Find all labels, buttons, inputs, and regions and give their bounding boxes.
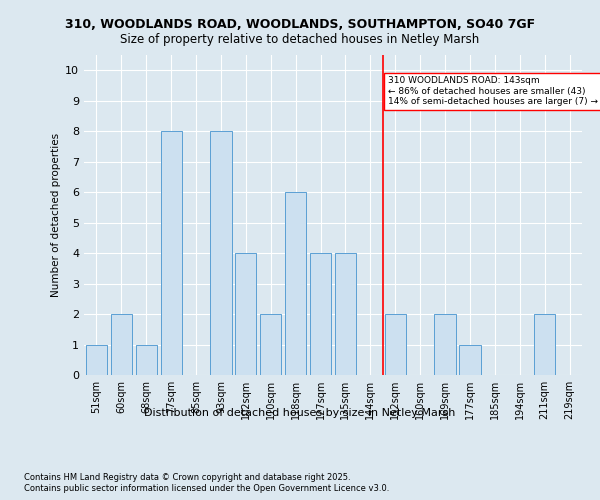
Bar xyxy=(385,314,406,375)
Bar xyxy=(260,314,281,375)
Bar xyxy=(161,131,182,375)
Bar xyxy=(86,344,107,375)
Bar xyxy=(235,253,256,375)
Text: Size of property relative to detached houses in Netley Marsh: Size of property relative to detached ho… xyxy=(121,32,479,46)
Bar xyxy=(111,314,132,375)
Text: Contains public sector information licensed under the Open Government Licence v3: Contains public sector information licen… xyxy=(24,484,389,493)
Bar xyxy=(335,253,356,375)
Y-axis label: Number of detached properties: Number of detached properties xyxy=(51,133,61,297)
Bar xyxy=(534,314,555,375)
Bar xyxy=(434,314,455,375)
Bar xyxy=(285,192,306,375)
Bar xyxy=(310,253,331,375)
Text: 310, WOODLANDS ROAD, WOODLANDS, SOUTHAMPTON, SO40 7GF: 310, WOODLANDS ROAD, WOODLANDS, SOUTHAMP… xyxy=(65,18,535,30)
Text: Contains HM Land Registry data © Crown copyright and database right 2025.: Contains HM Land Registry data © Crown c… xyxy=(24,472,350,482)
Text: 310 WOODLANDS ROAD: 143sqm
← 86% of detached houses are smaller (43)
14% of semi: 310 WOODLANDS ROAD: 143sqm ← 86% of deta… xyxy=(388,76,598,106)
Bar xyxy=(211,131,232,375)
Bar xyxy=(460,344,481,375)
Bar xyxy=(136,344,157,375)
Text: Distribution of detached houses by size in Netley Marsh: Distribution of detached houses by size … xyxy=(145,408,455,418)
